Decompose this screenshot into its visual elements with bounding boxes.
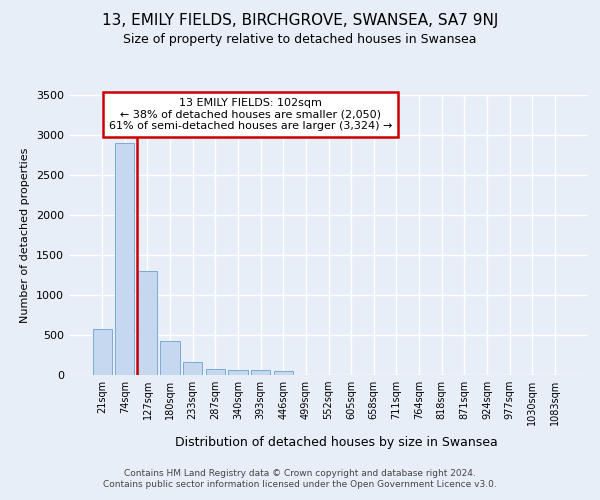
Text: Distribution of detached houses by size in Swansea: Distribution of detached houses by size … xyxy=(175,436,497,449)
Bar xyxy=(251,370,270,375)
Y-axis label: Number of detached properties: Number of detached properties xyxy=(20,148,31,322)
Bar xyxy=(115,143,134,375)
Bar xyxy=(92,328,112,375)
Bar xyxy=(183,362,202,375)
Text: 13 EMILY FIELDS: 102sqm
← 38% of detached houses are smaller (2,050)
61% of semi: 13 EMILY FIELDS: 102sqm ← 38% of detache… xyxy=(109,98,392,131)
Bar xyxy=(206,368,225,375)
Text: 13, EMILY FIELDS, BIRCHGROVE, SWANSEA, SA7 9NJ: 13, EMILY FIELDS, BIRCHGROVE, SWANSEA, S… xyxy=(102,12,498,28)
Bar xyxy=(274,370,293,375)
Text: Size of property relative to detached houses in Swansea: Size of property relative to detached ho… xyxy=(123,32,477,46)
Bar xyxy=(160,342,180,375)
Bar xyxy=(229,370,248,375)
Bar xyxy=(138,271,157,375)
Text: Contains public sector information licensed under the Open Government Licence v3: Contains public sector information licen… xyxy=(103,480,497,489)
Text: Contains HM Land Registry data © Crown copyright and database right 2024.: Contains HM Land Registry data © Crown c… xyxy=(124,468,476,477)
